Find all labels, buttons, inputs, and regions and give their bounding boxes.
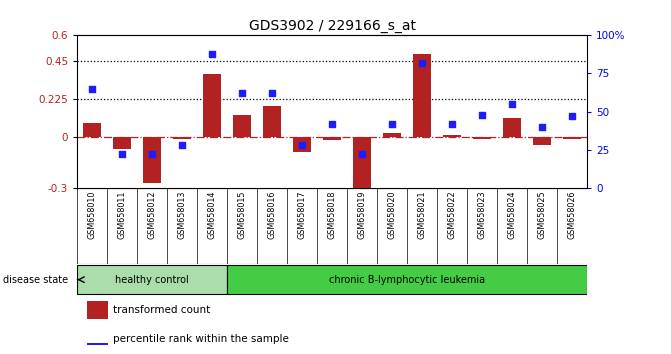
Point bbox=[357, 151, 368, 157]
Text: GSM658010: GSM658010 bbox=[88, 191, 97, 239]
Text: GSM658016: GSM658016 bbox=[268, 191, 276, 239]
Bar bbox=[443, 135, 461, 137]
Text: GSM658026: GSM658026 bbox=[568, 191, 576, 239]
Text: GSM658013: GSM658013 bbox=[178, 191, 187, 239]
Bar bbox=[233, 115, 251, 137]
Point bbox=[417, 60, 427, 65]
Bar bbox=[383, 133, 401, 137]
Text: GSM658018: GSM658018 bbox=[327, 191, 337, 239]
Text: transformed count: transformed count bbox=[113, 305, 210, 315]
Text: GSM658023: GSM658023 bbox=[478, 191, 486, 239]
Bar bbox=[143, 137, 161, 183]
Point bbox=[567, 113, 578, 119]
Text: disease state: disease state bbox=[3, 275, 68, 285]
Text: GSM658020: GSM658020 bbox=[388, 191, 397, 239]
Text: GSM658012: GSM658012 bbox=[148, 191, 156, 239]
Bar bbox=[353, 137, 371, 201]
Text: GSM658015: GSM658015 bbox=[238, 191, 247, 239]
Text: chronic B-lymphocytic leukemia: chronic B-lymphocytic leukemia bbox=[329, 275, 485, 285]
Bar bbox=[203, 74, 221, 137]
Text: GSM658022: GSM658022 bbox=[448, 191, 457, 239]
Bar bbox=[503, 118, 521, 137]
Text: healthy control: healthy control bbox=[115, 275, 189, 285]
Text: GSM658014: GSM658014 bbox=[207, 191, 217, 239]
Bar bbox=[263, 107, 281, 137]
Bar bbox=[563, 137, 581, 138]
Text: GSM658024: GSM658024 bbox=[508, 191, 517, 239]
Text: GSM658021: GSM658021 bbox=[417, 191, 427, 239]
Point bbox=[537, 124, 548, 130]
Point bbox=[267, 90, 278, 96]
Bar bbox=[173, 137, 191, 138]
Bar bbox=[323, 137, 341, 140]
Bar bbox=[413, 54, 431, 137]
Bar bbox=[293, 137, 311, 152]
Text: percentile rank within the sample: percentile rank within the sample bbox=[113, 335, 289, 344]
Point bbox=[176, 142, 187, 148]
Text: GSM658025: GSM658025 bbox=[537, 191, 547, 239]
Text: GSM658019: GSM658019 bbox=[358, 191, 366, 239]
Point bbox=[507, 101, 517, 107]
Bar bbox=[87, 301, 108, 319]
Title: GDS3902 / 229166_s_at: GDS3902 / 229166_s_at bbox=[249, 19, 415, 33]
Point bbox=[447, 121, 458, 126]
Point bbox=[327, 121, 338, 126]
Text: GSM658017: GSM658017 bbox=[298, 191, 307, 239]
Text: GSM658011: GSM658011 bbox=[117, 191, 127, 239]
Bar bbox=[113, 137, 131, 149]
Bar bbox=[83, 123, 101, 137]
Point bbox=[297, 142, 307, 148]
Point bbox=[237, 90, 248, 96]
Point bbox=[477, 112, 488, 118]
Point bbox=[207, 51, 217, 57]
Bar bbox=[473, 137, 491, 138]
Bar bbox=[87, 343, 108, 345]
Point bbox=[147, 151, 158, 157]
Bar bbox=[77, 266, 227, 294]
Point bbox=[87, 86, 97, 91]
Point bbox=[117, 151, 127, 157]
Bar bbox=[227, 266, 587, 294]
Point bbox=[386, 121, 397, 126]
Bar bbox=[533, 137, 551, 145]
